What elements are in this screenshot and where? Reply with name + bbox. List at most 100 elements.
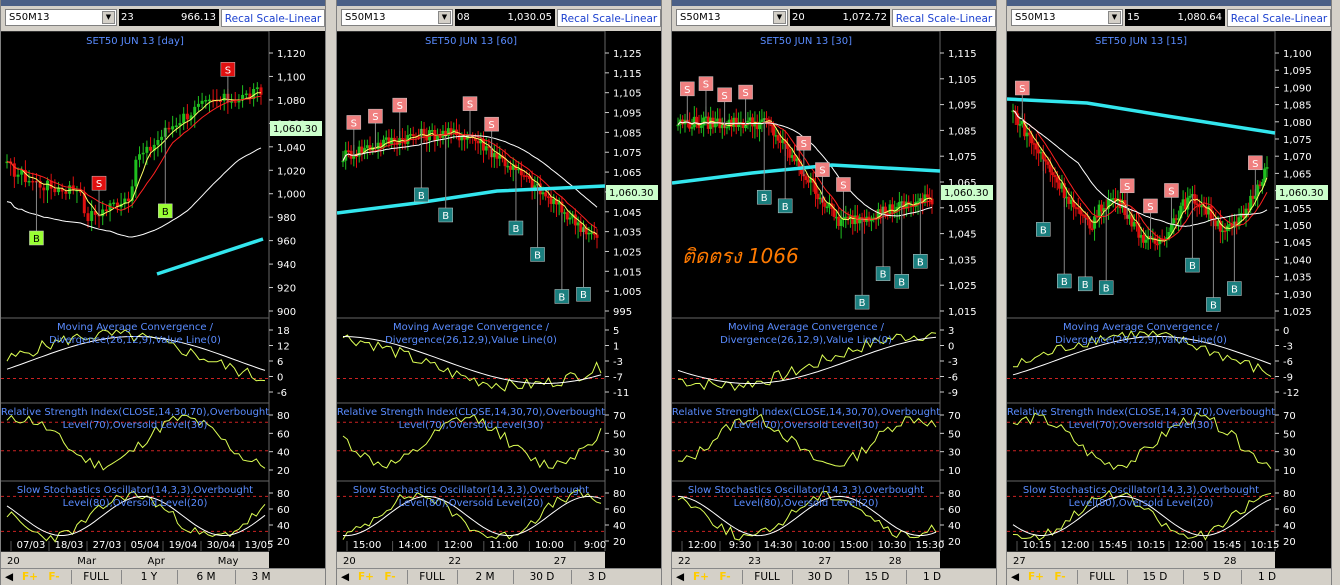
last-price-label: 1,060.30 (944, 188, 989, 199)
indicator-line (6, 490, 266, 543)
time-axis-label: 10:30 (878, 540, 907, 551)
signal-letter: S (1124, 182, 1130, 193)
window-title-strip (1007, 0, 1331, 6)
indicator-line (6, 329, 266, 382)
sell-signal-marker (680, 81, 695, 97)
scroll-left-button[interactable]: ◀ (1010, 571, 1020, 583)
period-axis (1007, 552, 1275, 568)
price-tick-label: 1,100 (277, 72, 306, 83)
range-button-1y[interactable]: 1 Y (121, 570, 176, 584)
indicator-tick-label: 10 (948, 466, 961, 477)
scroll-left-button[interactable]: ◀ (340, 571, 350, 583)
range-button-1d[interactable]: 1 D (1241, 570, 1292, 584)
signal-line (677, 495, 937, 537)
signal-line (677, 336, 937, 384)
chevron-down-icon[interactable]: ▼ (773, 11, 786, 24)
indicator-title: Slow Stochastics Oscillator(14,3,3),Over… (353, 485, 589, 496)
zoom-in-button[interactable]: F+ (358, 571, 374, 583)
chart-title: SET50 JUN 13 [30] (760, 36, 852, 47)
ma-line-fast (677, 120, 933, 221)
last-price-label: 1,060.30 (273, 124, 318, 135)
symbol-select[interactable]: S50M13 ▼ (341, 9, 453, 26)
sell-signal-marker (484, 116, 499, 132)
time-axis-label: 14:00 (398, 540, 427, 551)
range-button-full[interactable]: FULL (742, 570, 791, 584)
symbol-select[interactable]: S50M13 ▼ (676, 9, 788, 26)
chart-panel-1: S50M13 ▼ 23 966.13 Recal Scale-Linear SET50 J… (0, 0, 326, 585)
signal-letter: B (580, 290, 587, 301)
price-tick-label: 1,045 (948, 230, 977, 241)
ma-line-long (337, 184, 606, 215)
zoom-out-button[interactable]: F- (384, 571, 396, 583)
range-button-3m[interactable]: 3 M (235, 570, 286, 584)
range-button-5d[interactable]: 5 D (1183, 570, 1240, 584)
signal-letter: B (1082, 280, 1089, 291)
signal-letter: B (859, 298, 866, 309)
buy-signal-marker (1057, 273, 1072, 289)
zoom-out-button[interactable]: F- (719, 571, 731, 583)
indicator-tick-label: 60 (277, 429, 290, 440)
range-button-full[interactable]: FULL (1077, 570, 1126, 584)
signal-letter: B (1040, 225, 1047, 236)
scroll-left-button[interactable]: ◀ (675, 571, 685, 583)
range-button-full[interactable]: FULL (71, 570, 120, 584)
indicator-tick-label: 70 (948, 411, 961, 422)
chevron-down-icon[interactable]: ▼ (102, 11, 115, 24)
range-button-15d[interactable]: 15 D (848, 570, 905, 584)
price-readout: 23 966.13 (119, 9, 219, 26)
buy-signal-marker (913, 254, 928, 269)
range-button-15d[interactable]: 15 D (1127, 570, 1182, 584)
indicator-title: Slow Stochastics Oscillator(14,3,3),Over… (17, 485, 253, 496)
time-axis-label: 05/04 (131, 540, 160, 551)
recal-scale-button[interactable]: Recal Scale-Linear (557, 9, 661, 27)
indicator-line (342, 413, 602, 469)
recal-scale-button[interactable]: Recal Scale-Linear (1227, 9, 1331, 27)
range-button-30d[interactable]: 30 D (513, 570, 570, 584)
chart-canvas: SET50 JUN 13 [30] 1,115 1,105 1,095 1,085 1,0… (672, 31, 993, 568)
indicator-tick-label: 20 (277, 537, 290, 548)
price-tick-label: 1,055 (948, 204, 977, 215)
price-tick-label: 1,105 (613, 89, 642, 100)
price-tick-label: 1,075 (613, 148, 642, 159)
time-axis-label: 12:00 (688, 540, 717, 551)
indicator-line (677, 332, 937, 392)
chevron-down-icon[interactable]: ▼ (1108, 11, 1121, 24)
price-tick-label: 1,075 (1283, 135, 1312, 146)
indicator-line (342, 489, 602, 540)
time-axis-label: 27/03 (93, 540, 122, 551)
price-tick-label: 1,085 (1283, 101, 1312, 112)
indicator-tick-label: 40 (613, 521, 626, 532)
chevron-down-icon[interactable]: ▼ (438, 11, 451, 24)
indicator-tick-label: 50 (1283, 429, 1296, 440)
price-tick-label: 1,040 (1283, 255, 1312, 266)
range-button-1d[interactable]: 1 D (906, 570, 957, 584)
range-button-6m[interactable]: 6 M (177, 570, 234, 584)
signal-letter: B (1210, 300, 1217, 311)
zoom-out-button[interactable]: F- (1054, 571, 1066, 583)
zoom-out-button[interactable]: F- (48, 571, 60, 583)
range-button-2m[interactable]: 2 M (457, 570, 512, 584)
time-axis-label: 30/04 (207, 540, 236, 551)
candlesticks (5, 82, 263, 232)
zoom-in-button[interactable]: F+ (693, 571, 709, 583)
symbol-select[interactable]: S50M13 ▼ (1011, 9, 1123, 26)
signal-line (6, 336, 266, 371)
zoom-in-button[interactable]: F+ (22, 571, 38, 583)
signal-letter: B (782, 202, 789, 213)
symbol-select[interactable]: S50M13 ▼ (5, 9, 117, 26)
period-axis-label: 28 (889, 556, 902, 567)
signal-letter: B (898, 277, 905, 288)
range-button-full[interactable]: FULL (407, 570, 456, 584)
zoom-in-button[interactable]: F+ (1028, 571, 1044, 583)
signal-line (1012, 495, 1272, 537)
indicator-tick-label: 50 (948, 429, 961, 440)
recal-scale-button[interactable]: Recal Scale-Linear (221, 9, 325, 27)
range-button-3d[interactable]: 3 D (571, 570, 622, 584)
signal-letter: S (1168, 186, 1174, 197)
scroll-left-button[interactable]: ◀ (4, 571, 14, 583)
indicator-subtitle: Divergence(26,12,9),Value Line(0) (385, 335, 557, 346)
recal-scale-button[interactable]: Recal Scale-Linear (892, 9, 996, 27)
range-button-30d[interactable]: 30 D (792, 570, 847, 584)
symbol-value: S50M13 (9, 12, 50, 23)
